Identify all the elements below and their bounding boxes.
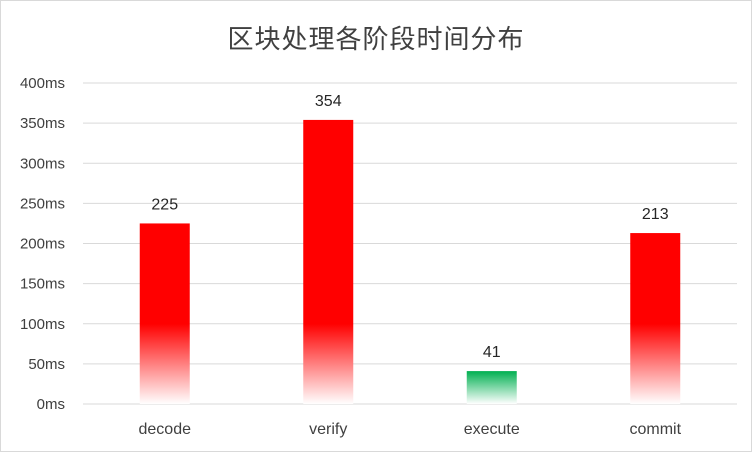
y-tick-label: 300ms	[20, 155, 65, 172]
bars	[139, 119, 681, 404]
gridlines	[83, 82, 737, 405]
y-tick-label: 250ms	[20, 195, 65, 212]
bar-verify	[303, 119, 354, 404]
category-label-execute: execute	[464, 421, 520, 438]
category-label-commit: commit	[629, 421, 681, 438]
bar-decode	[139, 223, 190, 404]
data-label-verify: 354	[315, 93, 342, 110]
bar-execute	[466, 371, 517, 404]
x-axis-category-labels: decode verify execute commit	[139, 421, 682, 438]
category-label-decode: decode	[139, 421, 192, 438]
chart-title: 区块处理各阶段时间分布	[227, 25, 525, 55]
y-tick-label: 400ms	[20, 75, 65, 92]
y-tick-label: 150ms	[20, 276, 65, 293]
data-label-execute: 41	[483, 344, 501, 361]
y-tick-label: 100ms	[20, 316, 65, 333]
y-tick-label: 350ms	[20, 115, 65, 132]
y-tick-label: 0ms	[37, 396, 65, 413]
y-axis-tick-labels: 0ms 50ms 100ms 150ms 200ms 250ms 300ms 350ms 400…	[20, 75, 65, 413]
y-tick-label: 200ms	[20, 236, 65, 253]
data-label-decode: 225	[151, 196, 178, 213]
data-label-commit: 213	[642, 206, 669, 223]
data-labels: 225 354 41 213	[151, 93, 668, 361]
category-label-verify: verify	[309, 421, 347, 438]
y-tick-label: 50ms	[28, 356, 65, 373]
bar-commit	[630, 233, 681, 404]
